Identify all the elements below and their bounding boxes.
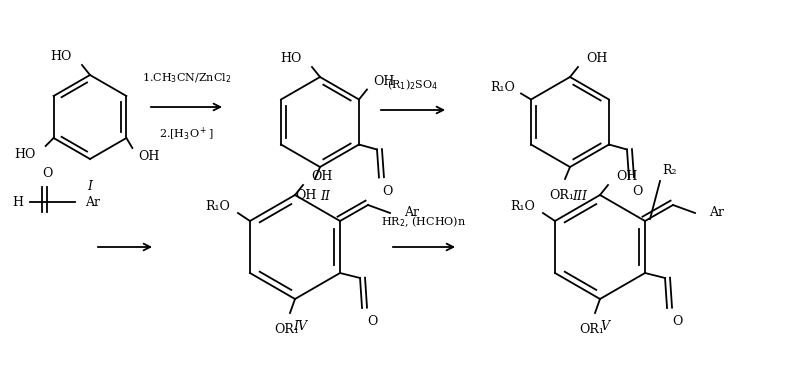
Text: R₁O: R₁O (205, 201, 230, 213)
Text: O: O (672, 315, 682, 328)
Text: IV: IV (293, 320, 307, 334)
Text: OR₁: OR₁ (579, 323, 605, 336)
Text: 1.CH$_3$CN/ZnCl$_2$: 1.CH$_3$CN/ZnCl$_2$ (142, 71, 231, 85)
Text: OH: OH (138, 150, 160, 162)
Text: III: III (573, 190, 587, 204)
Text: OR₁: OR₁ (274, 323, 299, 336)
Text: Ar: Ar (85, 196, 100, 208)
Text: (R$_1$)$_2$SO$_4$: (R$_1$)$_2$SO$_4$ (387, 77, 438, 92)
Text: OH: OH (616, 170, 638, 184)
Text: OR₁: OR₁ (550, 189, 574, 202)
Text: OH: OH (586, 52, 607, 66)
Text: OH: OH (295, 189, 317, 202)
Text: HO: HO (281, 52, 302, 66)
Text: HO: HO (14, 147, 36, 161)
Text: R₁O: R₁O (510, 201, 535, 213)
Text: H: H (12, 196, 23, 208)
Text: HO: HO (50, 51, 72, 63)
Text: OH: OH (311, 170, 332, 184)
Text: II: II (320, 190, 330, 204)
Text: O: O (42, 167, 52, 180)
Text: HR$_2$, (HCHO)n: HR$_2$, (HCHO)n (382, 215, 466, 229)
Text: I: I (87, 181, 93, 193)
Text: O: O (632, 184, 642, 198)
Text: OH: OH (373, 75, 394, 88)
Text: O: O (382, 184, 392, 198)
Text: O: O (367, 315, 378, 328)
Text: Ar: Ar (404, 207, 419, 219)
Text: Ar: Ar (709, 207, 724, 219)
Text: R₁O: R₁O (490, 81, 515, 94)
Text: R₂: R₂ (662, 164, 677, 178)
Text: 2.[H$_3$O$^+$]: 2.[H$_3$O$^+$] (159, 125, 214, 142)
Text: V: V (601, 320, 610, 334)
